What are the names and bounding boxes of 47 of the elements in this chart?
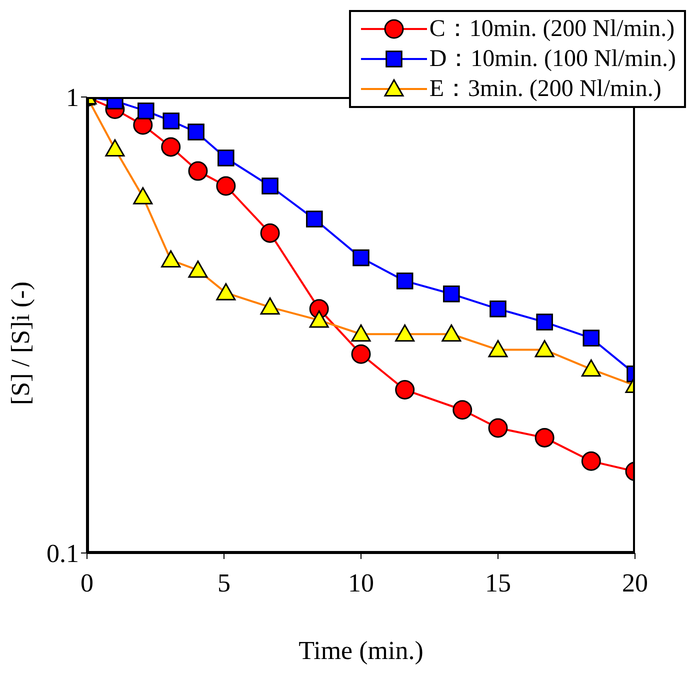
point — [534, 428, 554, 448]
x-tick-label: 10 — [348, 568, 374, 598]
y-tick-label: 1 — [66, 83, 79, 112]
point — [452, 400, 472, 420]
point — [133, 187, 153, 204]
point — [351, 344, 371, 364]
point — [105, 139, 125, 157]
point — [443, 286, 460, 302]
point — [188, 260, 208, 278]
point — [488, 340, 508, 358]
point — [351, 324, 371, 342]
point — [188, 161, 208, 181]
point — [581, 359, 601, 377]
point — [395, 324, 415, 342]
point — [260, 297, 280, 315]
point — [442, 324, 462, 342]
point — [216, 176, 236, 196]
point — [262, 178, 278, 194]
x-tick-label: 0 — [80, 568, 94, 598]
point — [161, 137, 181, 157]
y-tick-label: 0.1 — [46, 539, 79, 568]
point — [395, 380, 415, 400]
y-axis-title: [S] / [S]i (-) — [6, 282, 36, 405]
legend-label: D：10min. (100 Nl/min.) — [429, 45, 676, 74]
point — [138, 102, 154, 120]
legend-label: C：10min. (200 Nl/min.) — [429, 15, 675, 44]
point — [218, 150, 234, 166]
x-tick-label: 20 — [622, 568, 648, 598]
point — [534, 340, 554, 358]
point — [188, 124, 204, 140]
point — [582, 330, 600, 346]
point — [306, 210, 323, 228]
point — [161, 250, 181, 268]
point — [488, 418, 508, 438]
point — [536, 314, 553, 330]
x-tick-label: 5 — [218, 568, 230, 598]
x-tick-label: 15 — [485, 568, 511, 598]
point — [352, 249, 370, 266]
point — [490, 300, 506, 318]
point — [396, 272, 414, 290]
point — [581, 451, 601, 471]
point — [309, 310, 329, 328]
point — [260, 223, 280, 243]
point — [216, 283, 236, 300]
point — [162, 112, 180, 130]
x-axis-title: Time (min.) — [298, 636, 424, 665]
legend-label: E：3min. (200 Nl/min.) — [429, 75, 662, 104]
